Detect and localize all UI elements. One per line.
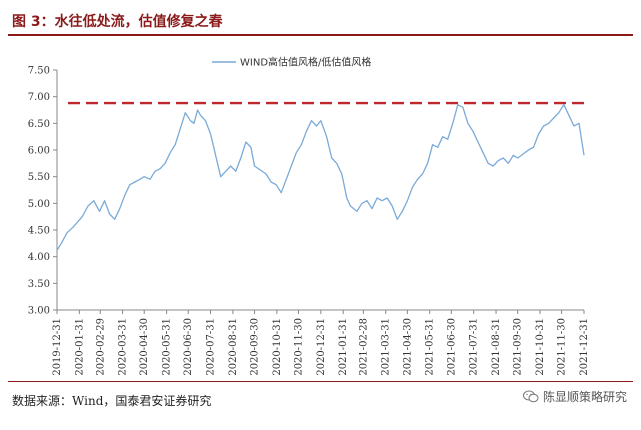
x-tick-label: 2020-02-29 [95, 318, 106, 376]
y-tick-label: 4.00 [28, 252, 50, 263]
y-tick-label: 6.50 [28, 119, 50, 130]
x-tick-label: 2021-07-31 [469, 318, 480, 376]
footer-divider [8, 381, 633, 382]
x-axis-ticks: 2019-12-31 2020-01-31 2020-02-29 2020-03-31… [52, 310, 590, 376]
y-tick-label: 5.50 [28, 172, 50, 183]
y-tick-label: 3.50 [28, 279, 50, 290]
y-tick-label: 7.50 [28, 66, 50, 77]
x-tick-label: 2020-05-31 [162, 318, 173, 376]
x-tick-label: 2021-12-31 [579, 318, 590, 376]
watermark-text: 陈显顺策略研究 [542, 390, 627, 404]
chart-axes [56, 70, 584, 311]
x-tick-label: 2021-04-30 [402, 318, 413, 376]
y-tick-label: 5.00 [28, 199, 50, 210]
wechat-icon [522, 390, 539, 403]
legend-label: WIND高估值风格/低估值风格 [240, 56, 371, 69]
x-tick-label: 2021-11-30 [557, 318, 568, 376]
x-tick-label: 2019-12-31 [52, 318, 63, 376]
series-group [56, 104, 585, 251]
x-tick-label: 2021-03-31 [381, 318, 392, 376]
x-tick-label: 2021-08-31 [491, 318, 502, 376]
y-tick-label: 7.00 [28, 92, 50, 103]
x-tick-label: 2020-01-31 [74, 318, 85, 376]
x-tick-label: 2020-10-31 [272, 318, 283, 376]
x-tick-label: 2020-12-31 [316, 318, 327, 376]
x-tick-label: 2021-09-30 [513, 318, 524, 376]
x-tick-label: 2020-06-30 [183, 318, 194, 376]
y-tick-label: 4.50 [28, 226, 50, 237]
x-tick-label: 2020-09-30 [250, 318, 261, 376]
x-tick-label: 2020-11-30 [294, 318, 305, 376]
x-tick-label: 2020-03-31 [118, 318, 129, 376]
watermark: 陈显顺策略研究 [522, 388, 627, 405]
y-tick-label: 6.00 [28, 146, 50, 157]
x-tick-label: 2020-04-30 [139, 318, 150, 376]
x-tick-label: 2020-07-31 [206, 318, 217, 376]
x-tick-label: 2020-08-31 [228, 318, 239, 376]
y-axis-ticks: 7.50 7.00 6.50 6.00 5.50 5.00 4.50 4.00 3.50 3.00 [28, 66, 57, 317]
series-line-0 [56, 104, 585, 251]
x-tick-label: 2021-01-31 [338, 318, 349, 376]
x-tick-label: 2021-06-30 [446, 318, 457, 376]
chart-legend: WIND高估值风格/低估值风格 [212, 56, 371, 69]
y-tick-label: 3.00 [28, 306, 50, 317]
data-source: 数据来源：Wind，国泰君安证券研究 [12, 394, 212, 408]
title-bar: 图 3：水往低处流，估值修复之春 [8, 8, 633, 36]
figure-title: 图 3：水往低处流，估值修复之春 [12, 14, 223, 30]
x-tick-label: 2021-05-31 [425, 318, 436, 376]
x-tick-label: 2021-02-28 [358, 318, 369, 376]
line-chart: 7.50 7.00 6.50 6.00 5.50 5.00 4.50 4.00 3.50 3.00… [28, 56, 590, 376]
x-tick-label: 2021-10-31 [535, 318, 546, 376]
